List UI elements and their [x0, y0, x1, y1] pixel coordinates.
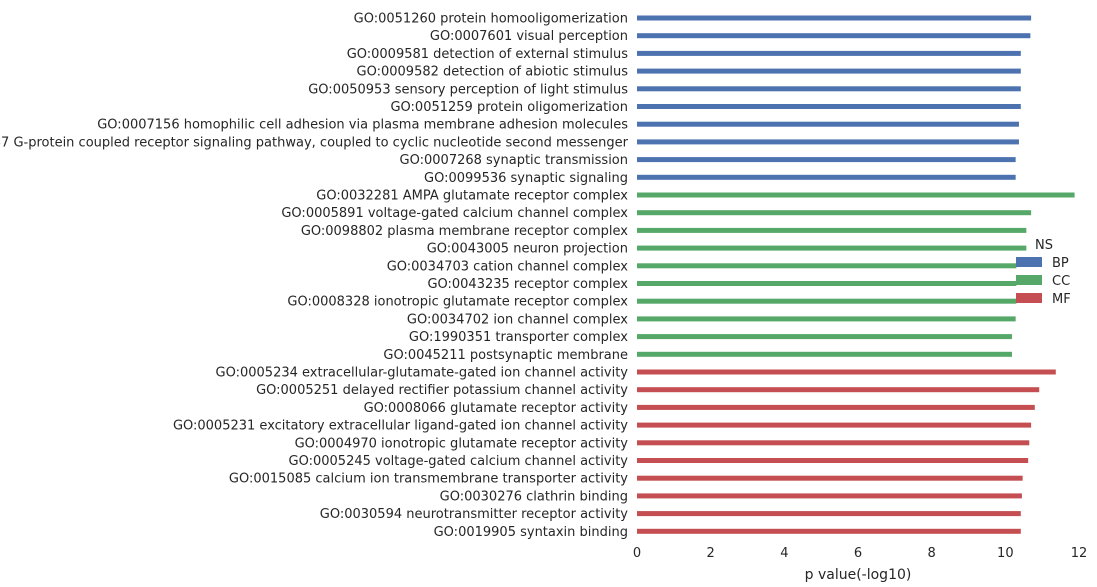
category-label: GO:0043235 receptor complex [427, 277, 628, 292]
bar-cc-19 [637, 334, 1012, 340]
x-tick-label: 6 [854, 546, 862, 561]
category-label: GO:0034703 cation channel complex [387, 259, 629, 274]
bar-cc-15 [637, 263, 1017, 269]
category-label: GO:0005234 extracellular-glutamate-gated… [216, 366, 629, 381]
category-label: GO:0030276 clathrin binding [440, 489, 628, 504]
bar-bp-2 [637, 33, 1031, 39]
category-label: GO:0007187 G-protein coupled receptor si… [0, 135, 629, 150]
bar-cc-11 [637, 192, 1075, 198]
bar-bp-9 [637, 157, 1016, 163]
bars-layer [637, 15, 1075, 534]
category-label: GO:0005251 delayed rectifier potassium c… [256, 383, 628, 398]
bar-bp-4 [637, 68, 1021, 74]
legend-label-bp: BP [1052, 256, 1069, 271]
bar-bp-1 [637, 15, 1032, 21]
legend-swatch-mf [1016, 293, 1042, 303]
bar-bp-3 [637, 50, 1021, 56]
bar-cc-18 [637, 316, 1016, 322]
bar-bp-8 [637, 139, 1019, 145]
x-axis-title: p value(-log10) [805, 567, 912, 583]
category-label: GO:0098802 plasma membrane receptor comp… [301, 224, 628, 239]
legend-title: NS [1035, 238, 1053, 253]
legend-swatch-bp [1016, 257, 1042, 267]
bar-mf-30 [637, 528, 1021, 534]
bar-mf-25 [637, 440, 1030, 446]
category-label: GO:0099536 synaptic signaling [424, 171, 628, 186]
x-tick-label: 12 [1071, 546, 1088, 561]
bar-bp-5 [637, 86, 1021, 92]
category-label: GO:0043005 neuron projection [427, 242, 628, 257]
x-tick-label: 2 [707, 546, 715, 561]
x-tick-label: 4 [780, 546, 788, 561]
category-label: GO:0007268 synaptic transmission [400, 153, 628, 168]
bar-cc-14 [637, 245, 1027, 251]
bar-mf-23 [637, 404, 1035, 410]
bar-mf-24 [637, 422, 1032, 428]
category-label: GO:0050953 sensory perception of light s… [308, 82, 628, 97]
category-label: GO:0045211 postsynaptic membrane [383, 348, 628, 363]
category-label: GO:0005891 voltage-gated calcium channel… [281, 206, 628, 221]
category-label: GO:0007601 visual perception [430, 29, 628, 44]
bar-cc-16 [637, 281, 1017, 286]
bar-mf-21 [637, 369, 1056, 375]
bar-mf-27 [637, 475, 1023, 481]
bar-mf-22 [637, 387, 1040, 393]
x-axis-ticks: 0 2 4 6 8 10 12 [633, 546, 1087, 561]
category-label: GO:0009581 detection of external stimulu… [347, 47, 629, 62]
legend: NS BP CC MF [1016, 238, 1071, 307]
category-label: GO:1990351 transporter complex [409, 330, 628, 345]
legend-label-cc: CC [1052, 274, 1070, 289]
category-label: GO:0051260 protein homooligomerization [354, 12, 628, 27]
x-tick-label: 8 [928, 546, 936, 561]
x-tick-label: 10 [997, 546, 1014, 561]
category-label: GO:0051259 protein oligomerization [390, 100, 628, 115]
category-label: GO:0008066 glutamate receptor activity [364, 401, 629, 416]
category-label: GO:0030594 neurotransmitter receptor act… [320, 507, 629, 522]
bar-bp-7 [637, 121, 1019, 127]
bar-mf-29 [637, 511, 1021, 517]
category-labels: GO:0051260 protein homooligomerization GO… [0, 12, 629, 540]
bar-mf-26 [637, 458, 1029, 463]
bar-mf-28 [637, 493, 1022, 499]
category-label: GO:0005245 voltage-gated calcium channel… [289, 454, 629, 469]
bar-cc-17 [637, 298, 1017, 304]
bar-bp-6 [637, 104, 1021, 109]
legend-label-mf: MF [1052, 292, 1071, 307]
category-label: GO:0015085 calcium ion transmembrane tra… [229, 472, 628, 487]
bar-bp-10 [637, 174, 1016, 180]
bar-cc-12 [637, 210, 1032, 216]
category-label: GO:0032281 AMPA glutamate receptor compl… [316, 189, 628, 204]
category-label: GO:0008328 ionotropic glutamate receptor… [287, 295, 628, 310]
bar-cc-13 [637, 227, 1027, 233]
category-label: GO:0034702 ion channel complex [407, 312, 628, 327]
legend-swatch-cc [1016, 275, 1042, 285]
category-label: GO:0019905 syntaxin binding [434, 525, 628, 540]
bar-cc-20 [637, 351, 1012, 357]
category-label: GO:0005231 excitatory extracellular liga… [173, 419, 628, 434]
category-label: GO:0004970 ionotropic glutamate receptor… [295, 436, 629, 451]
category-label: GO:0009582 detection of abiotic stimulus [357, 65, 629, 80]
category-label: GO:0007156 homophilic cell adhesion via … [97, 118, 628, 133]
x-tick-label: 0 [633, 546, 641, 561]
